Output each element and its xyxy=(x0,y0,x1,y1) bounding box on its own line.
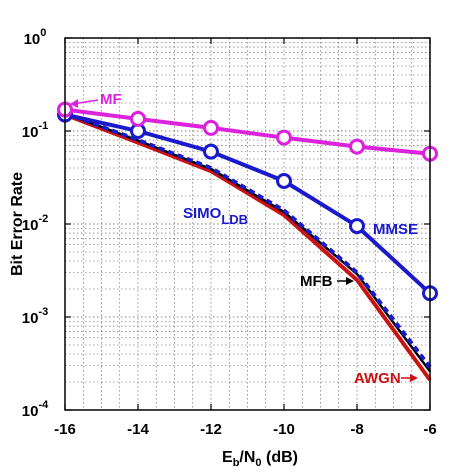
series-point-mf xyxy=(349,138,365,155)
x-tick-label: -6 xyxy=(423,421,436,438)
x-axis-label: Eb/N0 (dB) xyxy=(222,449,298,469)
y-tick-label: 100 xyxy=(24,27,47,48)
series-point-mf xyxy=(203,119,219,136)
x-tick-label: -16 xyxy=(54,421,76,438)
series-point-mmse xyxy=(349,218,365,235)
annotation-mf: MF xyxy=(70,91,122,108)
annotation-mfb-arrowhead xyxy=(346,277,354,285)
annotation-mmse: MMSE xyxy=(373,221,418,238)
y-axis-label: Bit Error Rate xyxy=(9,172,26,276)
ticks: -16 -14 -12 -10 -8 -6 100 10-1 10-2 10-3 10-4 xyxy=(22,27,437,438)
y-tick-label: 10-4 xyxy=(22,399,49,420)
x-tick-label: -12 xyxy=(200,421,222,438)
y-tick-label: 10-2 xyxy=(22,213,48,234)
annotation-simo-label: SIMOLDB xyxy=(183,205,248,227)
series-point-mmse xyxy=(276,172,292,189)
y-tick-label: 10-3 xyxy=(22,306,48,327)
annotation-simo-main: SIMO xyxy=(183,205,222,222)
x-tick-label: -14 xyxy=(127,421,149,438)
series-line-awgn xyxy=(64,112,432,382)
y-axis-label-text: Bit Error Rate xyxy=(9,172,26,276)
annotation-mfb: MFB xyxy=(300,273,354,290)
annotation-simo-sub: LDB xyxy=(221,212,248,227)
annotation-mf-label: MF xyxy=(100,91,122,108)
annotation-awgn-label: AWGN xyxy=(354,370,401,387)
x-axis-label-e: E xyxy=(222,449,233,466)
series-point-mf xyxy=(276,129,292,146)
annotation-awgn: AWGN xyxy=(354,370,418,387)
x-tick-label: -8 xyxy=(350,421,363,438)
series-line-simo-ldb xyxy=(64,111,432,369)
grid xyxy=(65,38,430,410)
annotations: MF MMSE SIMOLDB MFB AWGN xyxy=(70,91,418,387)
series-point-mmse xyxy=(203,143,219,160)
series-line-mf xyxy=(64,107,431,156)
x-axis-label-b-sub: b xyxy=(233,457,240,469)
x-axis-label-unit: (dB) xyxy=(262,449,298,466)
annotation-mf-arrowhead xyxy=(70,99,78,108)
annotation-mfb-label: MFB xyxy=(300,273,333,290)
annotation-awgn-arrowhead xyxy=(410,374,418,382)
series-line-mmse xyxy=(64,112,432,295)
series-point-mf xyxy=(130,110,146,127)
x-axis-label-slash: /N xyxy=(239,449,255,466)
annotation-mmse-label: MMSE xyxy=(373,221,418,238)
x-axis-label-zero-sub: 0 xyxy=(255,457,261,469)
series-layer xyxy=(57,101,438,382)
x-tick-label: -10 xyxy=(273,421,295,438)
y-tick-label: 10-1 xyxy=(22,120,48,141)
annotation-simo: SIMOLDB xyxy=(183,205,248,227)
